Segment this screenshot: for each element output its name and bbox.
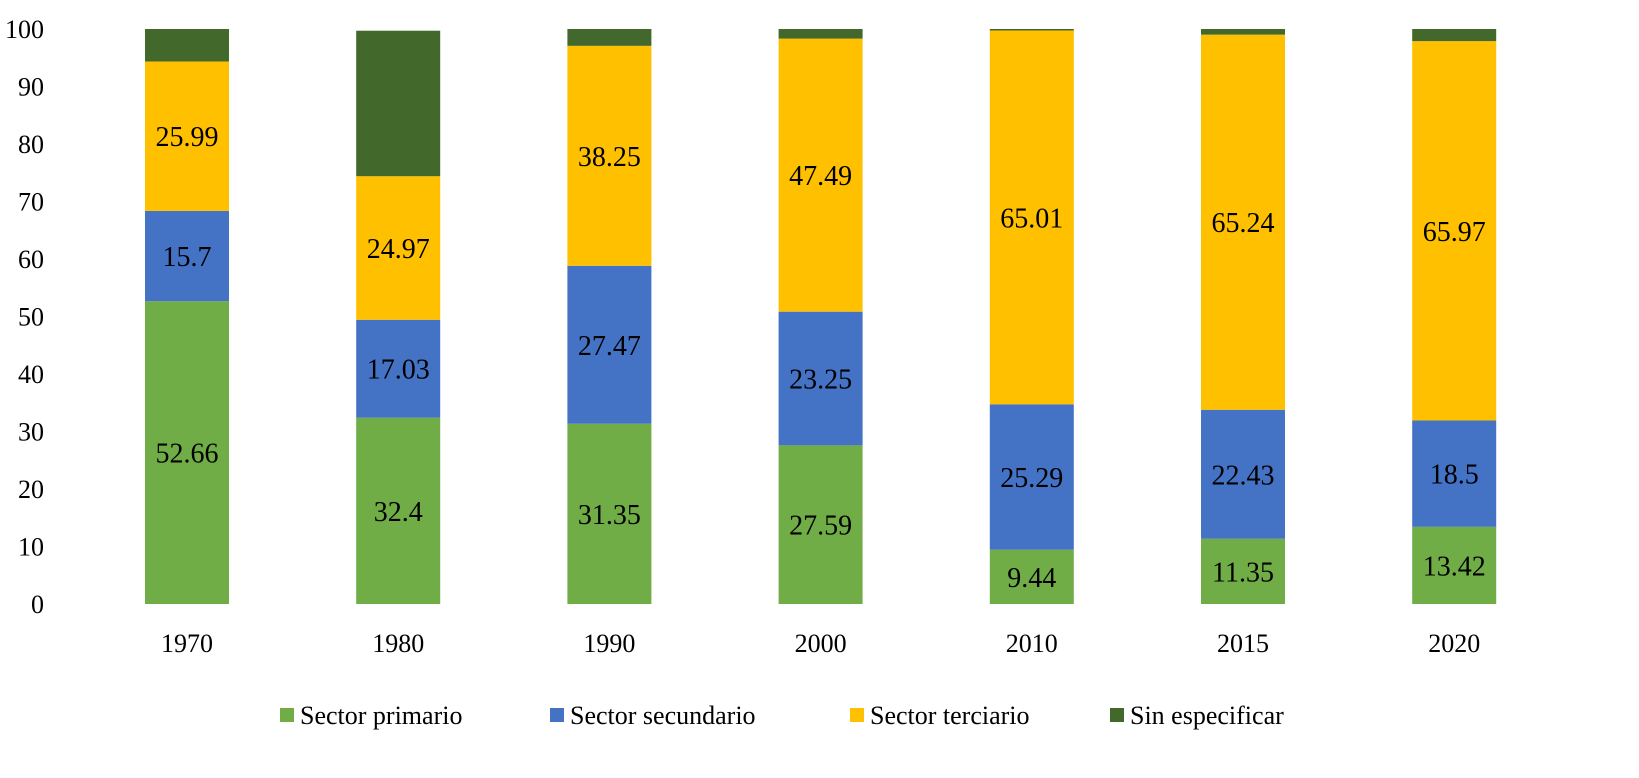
data-label: 38.25: [578, 142, 641, 173]
data-label: 17.03: [367, 355, 430, 386]
data-label: 18.5: [1430, 460, 1479, 491]
bar-segment: [778, 445, 863, 604]
bar-segment: [567, 423, 652, 604]
data-label: 25.29: [1000, 463, 1063, 494]
bar-segment: [1201, 409, 1285, 539]
data-label: 23.25: [789, 365, 852, 396]
bar-segment: [567, 265, 652, 424]
bar-segment: [778, 311, 863, 446]
bar-segment: [1201, 29, 1285, 35]
y-tick-label: 20: [18, 475, 44, 504]
data-label: 31.35: [578, 500, 641, 531]
bar-segment: [1201, 34, 1285, 410]
data-label: 25.99: [156, 122, 219, 153]
bar-segment: [1201, 538, 1285, 604]
legend-swatch: [850, 708, 864, 722]
legend-label: Sector primario: [300, 701, 462, 730]
bar-segment: [356, 319, 441, 418]
data-label: 52.66: [156, 439, 219, 470]
bar-segment: [989, 29, 1074, 31]
bar-segment: [778, 29, 863, 39]
y-tick-label: 70: [18, 188, 44, 217]
legend-label: Sector terciario: [870, 701, 1030, 730]
y-tick-label: 90: [18, 73, 44, 102]
y-tick-label: 60: [18, 245, 44, 274]
legend-label: Sin especificar: [1130, 701, 1284, 730]
bar-segment: [1412, 420, 1497, 527]
data-label: 65.01: [1000, 203, 1063, 234]
bar-segment: [145, 61, 229, 211]
bar-segment: [356, 176, 441, 320]
x-tick-label: 1970: [161, 629, 213, 658]
x-tick-label: 2015: [1217, 629, 1269, 658]
data-label: 65.24: [1212, 208, 1275, 239]
y-tick-label: 80: [18, 130, 44, 159]
y-tick-label: 30: [18, 418, 44, 447]
data-label: 65.97: [1423, 217, 1486, 248]
bar-segment: [145, 301, 229, 604]
bar-segment: [989, 30, 1074, 405]
legend-label: Sector secundario: [570, 701, 756, 730]
legend-swatch: [1110, 708, 1124, 722]
y-tick-label: 10: [18, 533, 44, 562]
bar-segment: [1412, 526, 1497, 604]
data-label: 13.42: [1423, 551, 1486, 582]
x-tick-label: 2020: [1428, 629, 1480, 658]
legend-swatch: [550, 708, 564, 722]
data-label: 27.59: [789, 511, 852, 542]
bar-segment: [1412, 29, 1497, 42]
y-tick-label: 50: [18, 303, 44, 332]
y-tick-label: 40: [18, 360, 44, 389]
data-label: 15.7: [163, 242, 212, 273]
y-tick-label: 100: [5, 15, 44, 44]
bar-segment: [145, 29, 229, 62]
data-label: 27.47: [578, 331, 641, 362]
x-tick-label: 1980: [372, 629, 424, 658]
data-label: 11.35: [1212, 557, 1274, 588]
x-tick-label: 1990: [583, 629, 635, 658]
data-label: 32.4: [374, 497, 423, 528]
bar-segment: [567, 29, 652, 46]
data-label: 24.97: [367, 234, 430, 265]
legend-swatch: [280, 708, 294, 722]
bar-segment: [1412, 41, 1497, 421]
data-label: 47.49: [789, 161, 852, 192]
bar-segment: [145, 210, 229, 302]
x-tick-label: 2000: [795, 629, 847, 658]
x-tick-label: 2010: [1006, 629, 1058, 658]
bar-segment: [989, 549, 1074, 604]
bar-segment: [989, 404, 1074, 550]
bar-segment: [778, 38, 863, 312]
data-label: 22.43: [1212, 460, 1275, 491]
bar-segment: [356, 30, 441, 177]
data-label: 9.44: [1007, 563, 1056, 594]
bar-segment: [356, 417, 441, 604]
y-tick-label: 0: [31, 590, 44, 619]
bar-segment: [567, 45, 652, 266]
